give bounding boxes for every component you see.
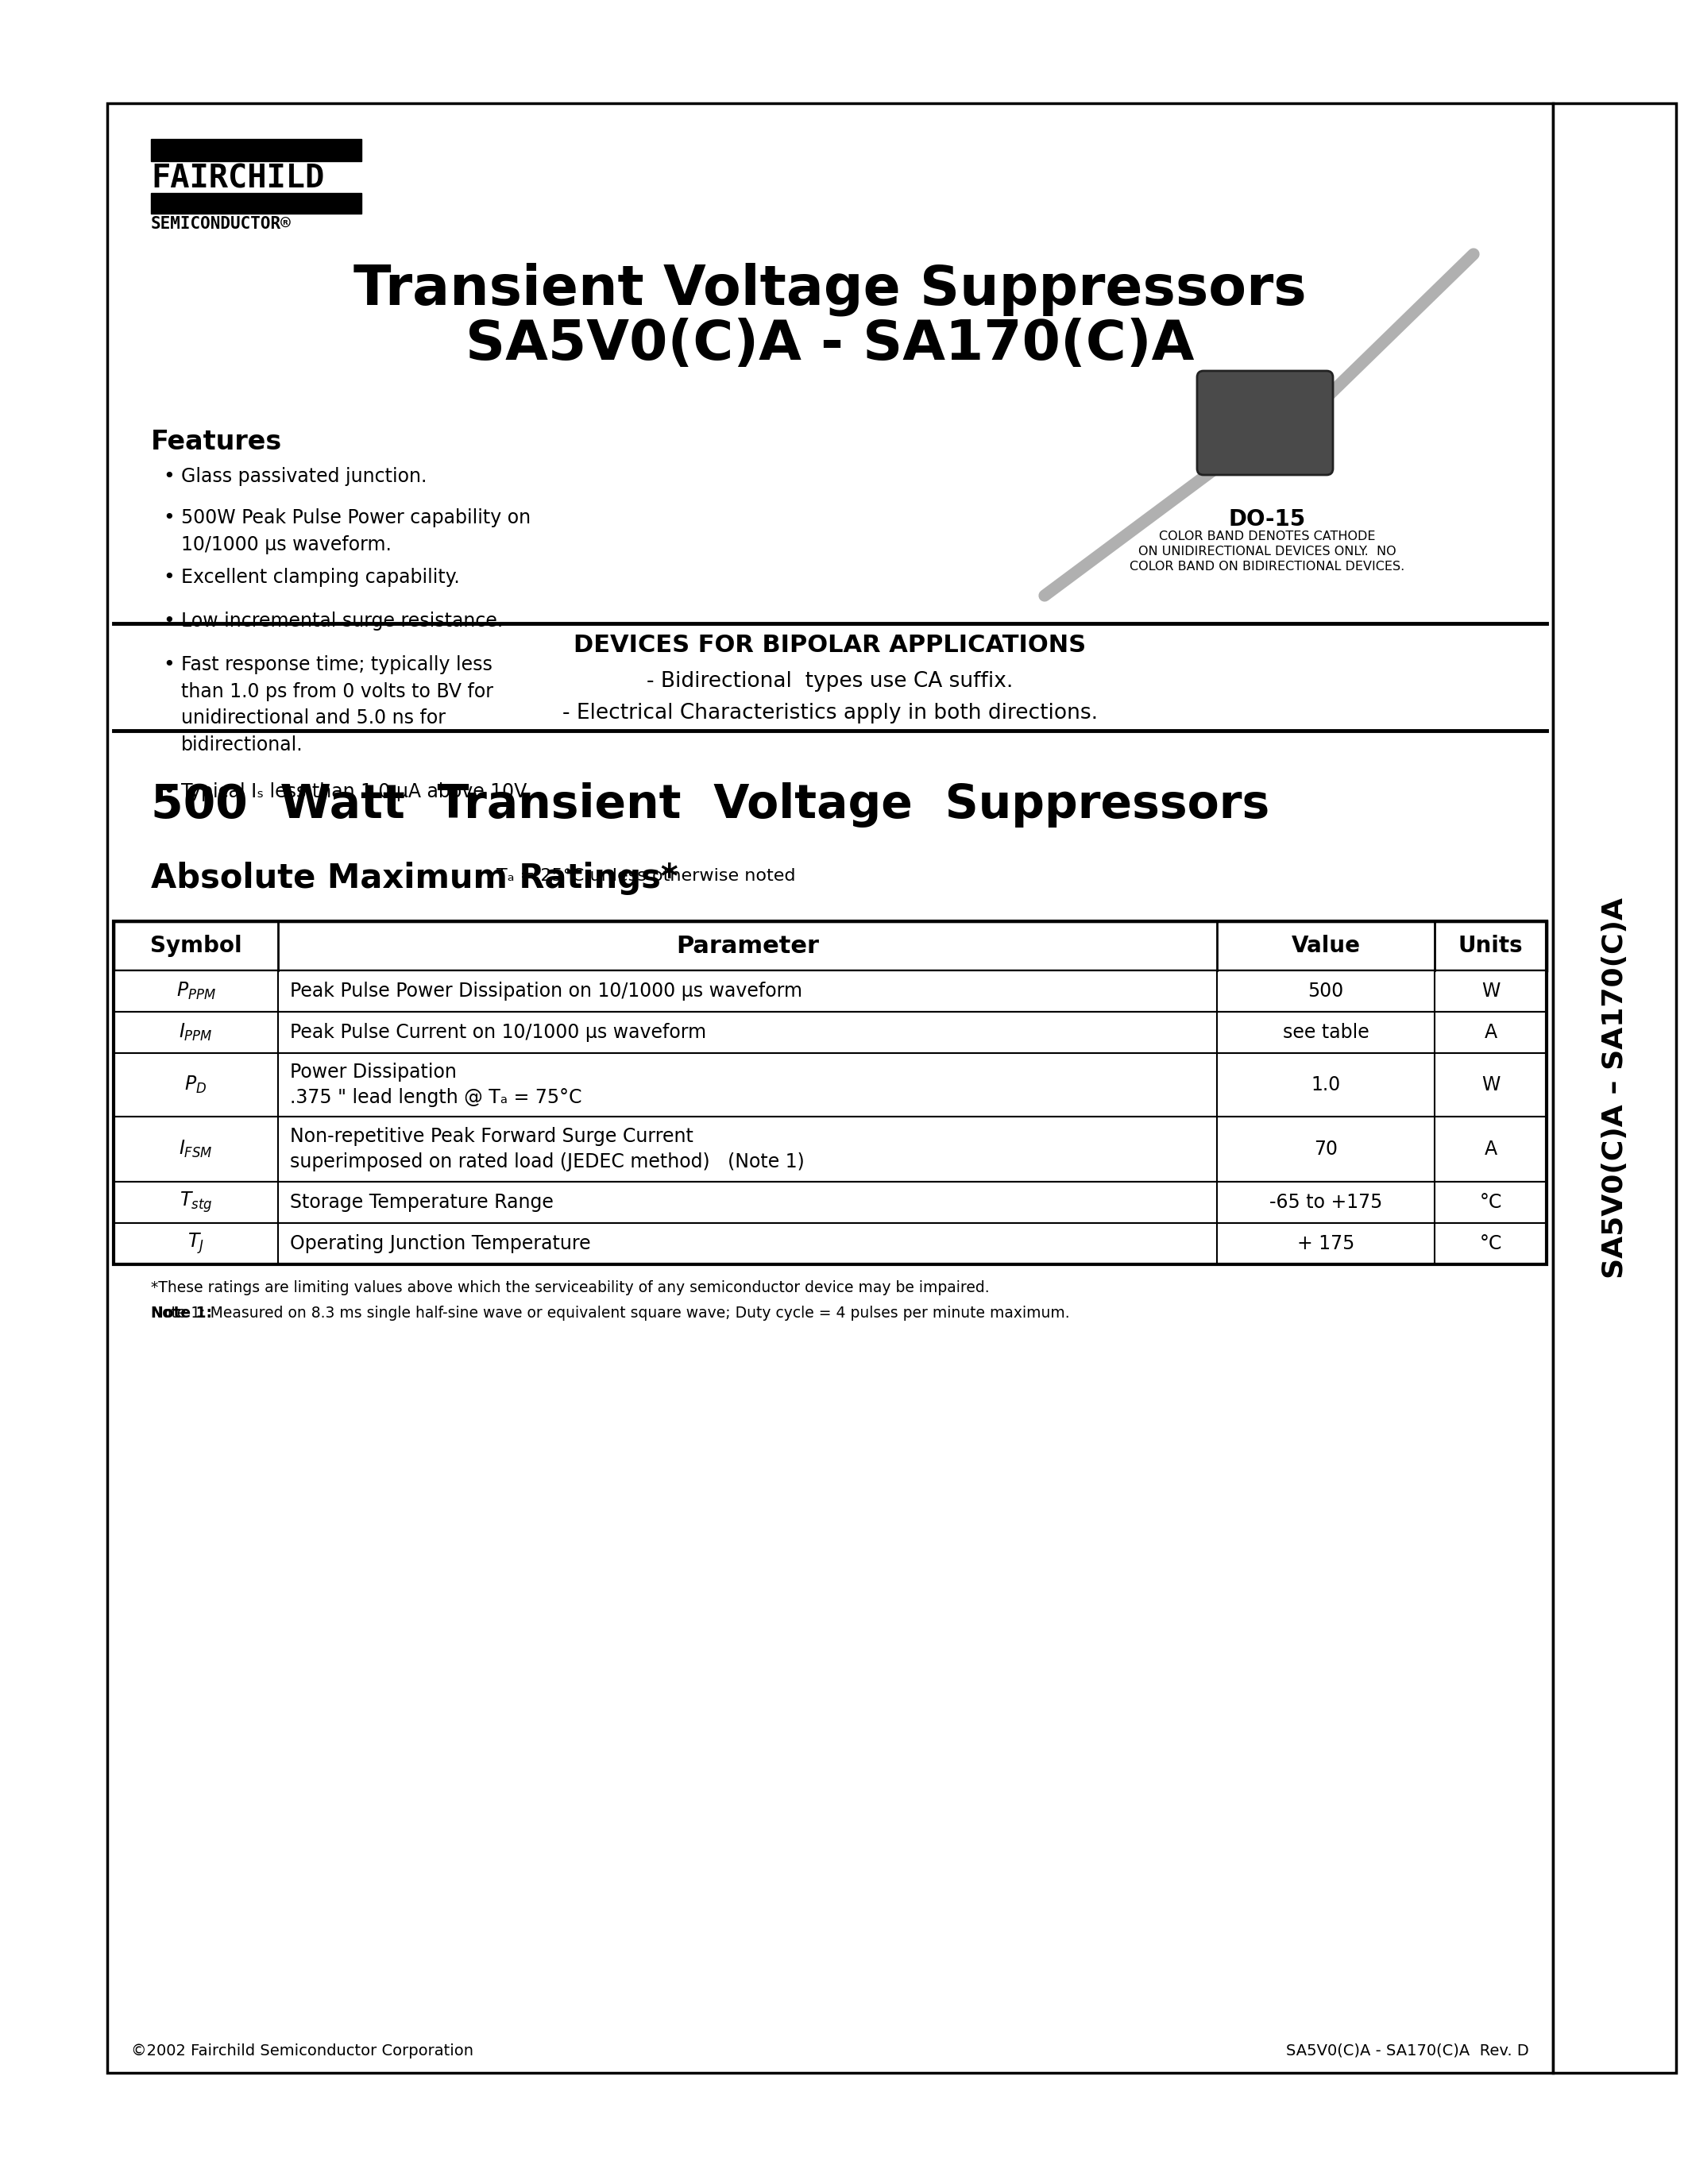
Text: Note 1:: Note 1:	[150, 1306, 213, 1321]
Text: Typical Iₛ less than 1.0 μA above 10V.: Typical Iₛ less than 1.0 μA above 10V.	[181, 782, 530, 802]
Text: Parameter: Parameter	[675, 935, 819, 957]
Text: - Bidirectional  types use CA suffix.: - Bidirectional types use CA suffix.	[647, 670, 1013, 692]
Text: •: •	[162, 612, 174, 631]
Text: °C: °C	[1479, 1192, 1502, 1212]
Text: W: W	[1482, 981, 1501, 1000]
Text: A: A	[1484, 1140, 1497, 1160]
Text: $P_{PPM}$: $P_{PPM}$	[176, 981, 216, 1002]
Text: Features: Features	[150, 428, 282, 454]
Text: Power Dissipation
.375 " lead length @ Tₐ = 75°C: Power Dissipation .375 " lead length @ T…	[290, 1064, 582, 1107]
Text: ©2002 Fairchild Semiconductor Corporation: ©2002 Fairchild Semiconductor Corporatio…	[132, 2044, 473, 2060]
Text: Non-repetitive Peak Forward Surge Current
superimposed on rated load (JEDEC meth: Non-repetitive Peak Forward Surge Curren…	[290, 1127, 805, 1171]
Text: Tₐ = 25°C unless otherwise noted: Tₐ = 25°C unless otherwise noted	[496, 867, 795, 885]
Bar	[113, 970, 1546, 1011]
Text: °C: °C	[1479, 1234, 1502, 1254]
Text: Transient Voltage Suppressors: Transient Voltage Suppressors	[354, 262, 1307, 317]
Text: Peak Pulse Power Dissipation on 10/1000 μs waveform: Peak Pulse Power Dissipation on 10/1000 …	[290, 981, 802, 1000]
Text: SA5V0(C)A - SA170(C)A  Rev. D: SA5V0(C)A - SA170(C)A Rev. D	[1286, 2044, 1529, 2060]
Text: Peak Pulse Current on 10/1000 μs waveform: Peak Pulse Current on 10/1000 μs wavefor…	[290, 1022, 706, 1042]
Bar	[113, 922, 1546, 970]
Text: DEVICES FOR BIPOLAR APPLICATIONS: DEVICES FOR BIPOLAR APPLICATIONS	[574, 633, 1087, 657]
Bar	[1553, 103, 1676, 2073]
Text: *These ratings are limiting values above which the serviceability of any semicon: *These ratings are limiting values above…	[150, 1280, 989, 1295]
Text: see table: see table	[1283, 1022, 1369, 1042]
Text: $T_{stg}$: $T_{stg}$	[179, 1190, 213, 1214]
Text: Low incremental surge resistance.: Low incremental surge resistance.	[181, 612, 503, 631]
Text: Glass passivated junction.: Glass passivated junction.	[181, 467, 427, 487]
Bar	[150, 192, 361, 214]
Text: Units: Units	[1458, 935, 1523, 957]
Text: DO-15: DO-15	[1229, 509, 1305, 531]
Text: $I_{FSM}$: $I_{FSM}$	[179, 1138, 213, 1160]
Text: Excellent clamping capability.: Excellent clamping capability.	[181, 568, 459, 587]
Text: + 175: + 175	[1296, 1234, 1354, 1254]
Text: SEMICONDUCTOR®: SEMICONDUCTOR®	[150, 216, 292, 232]
Text: Absolute Maximum Ratings*: Absolute Maximum Ratings*	[150, 863, 679, 895]
Text: •: •	[162, 568, 174, 587]
FancyBboxPatch shape	[1197, 371, 1334, 474]
Bar	[113, 1053, 1546, 1116]
Bar	[113, 1116, 1546, 1182]
Bar	[113, 1182, 1546, 1223]
Text: $T_J$: $T_J$	[187, 1232, 204, 1256]
Text: Storage Temperature Range: Storage Temperature Range	[290, 1192, 554, 1212]
Text: 70: 70	[1313, 1140, 1337, 1160]
Text: 500: 500	[1308, 981, 1344, 1000]
Text: SA5V0(C)A - SA170(C)A: SA5V0(C)A - SA170(C)A	[466, 317, 1195, 371]
Text: FAIRCHILD: FAIRCHILD	[150, 164, 324, 194]
Text: COLOR BAND DENOTES CATHODE
ON UNIDIRECTIONAL DEVICES ONLY.  NO
COLOR BAND ON BID: COLOR BAND DENOTES CATHODE ON UNIDIRECTI…	[1129, 531, 1404, 572]
Text: 1.0: 1.0	[1312, 1075, 1340, 1094]
Text: SA5V0(C)A – SA170(C)A: SA5V0(C)A – SA170(C)A	[1600, 898, 1627, 1278]
Bar	[150, 140, 361, 162]
Bar	[113, 922, 1546, 1265]
Text: •: •	[162, 782, 174, 802]
Bar	[108, 103, 1553, 2073]
Text: Operating Junction Temperature: Operating Junction Temperature	[290, 1234, 591, 1254]
Bar	[113, 1223, 1546, 1265]
Text: •: •	[162, 655, 174, 675]
Text: 500  Watt  Transient  Voltage  Suppressors: 500 Watt Transient Voltage Suppressors	[150, 782, 1269, 828]
Text: •: •	[162, 467, 174, 487]
Text: - Electrical Characteristics apply in both directions.: - Electrical Characteristics apply in bo…	[562, 703, 1097, 723]
Text: 500W Peak Pulse Power capability on
10/1000 μs waveform.: 500W Peak Pulse Power capability on 10/1…	[181, 509, 530, 555]
Text: Note 1: Measured on 8.3 ms single half-sine wave or equivalent square wave; Duty: Note 1: Measured on 8.3 ms single half-s…	[150, 1306, 1070, 1321]
Text: -65 to +175: -65 to +175	[1269, 1192, 1382, 1212]
Text: Fast response time; typically less
than 1.0 ps from 0 volts to BV for
unidirecti: Fast response time; typically less than …	[181, 655, 493, 753]
Text: $I_{PPM}$: $I_{PPM}$	[179, 1022, 213, 1042]
Text: W: W	[1482, 1075, 1501, 1094]
Bar	[113, 1011, 1546, 1053]
Text: •: •	[162, 509, 174, 526]
Text: Symbol: Symbol	[150, 935, 241, 957]
Text: A: A	[1484, 1022, 1497, 1042]
Text: Value: Value	[1291, 935, 1361, 957]
Text: $P_D$: $P_D$	[184, 1075, 208, 1094]
